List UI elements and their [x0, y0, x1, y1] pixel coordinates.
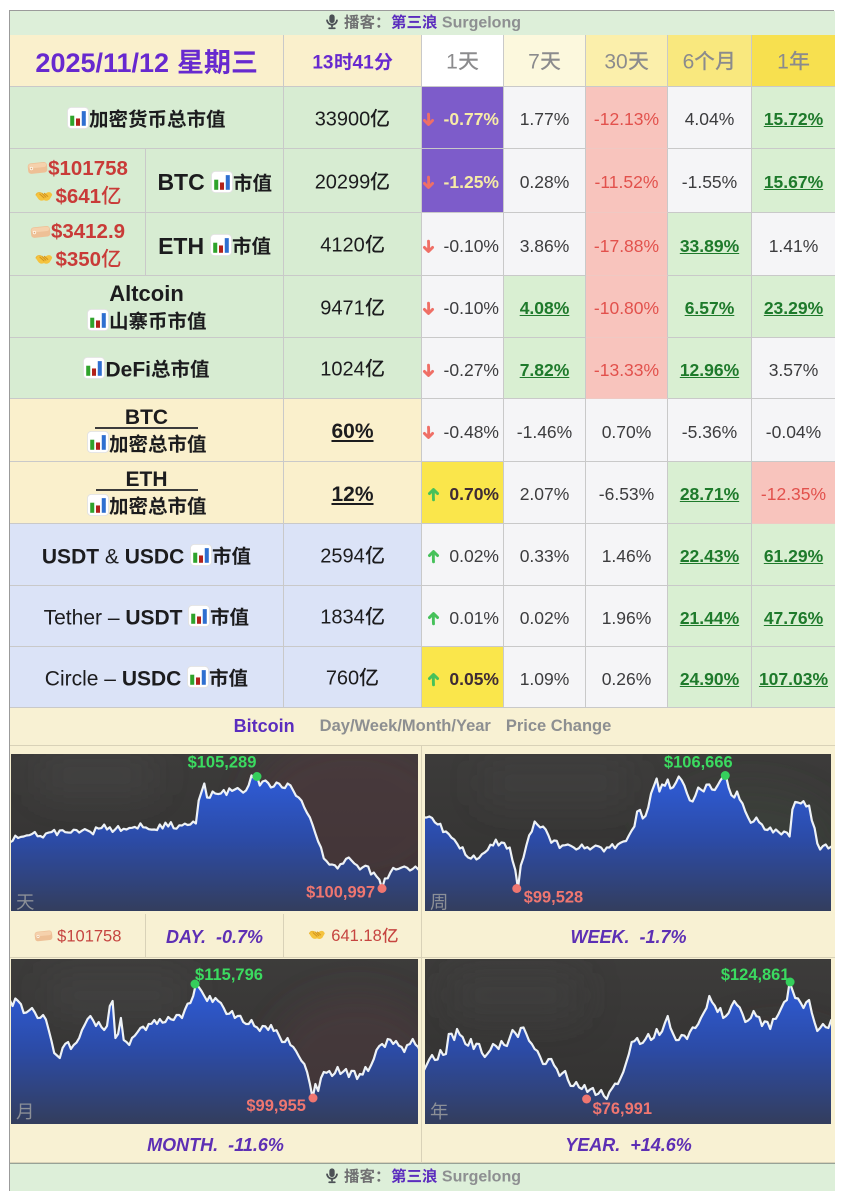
svg-text:$76,991: $76,991 — [592, 1100, 651, 1118]
svg-text:$115,796: $115,796 — [195, 966, 263, 984]
svg-text:$106,666: $106,666 — [664, 754, 733, 772]
svg-text:$124,861: $124,861 — [720, 966, 789, 984]
svg-text:$99,528: $99,528 — [523, 888, 582, 906]
svg-text:$99,955: $99,955 — [246, 1097, 306, 1115]
svg-text:$100,997: $100,997 — [306, 883, 375, 901]
svg-text:$105,289: $105,289 — [188, 754, 257, 772]
